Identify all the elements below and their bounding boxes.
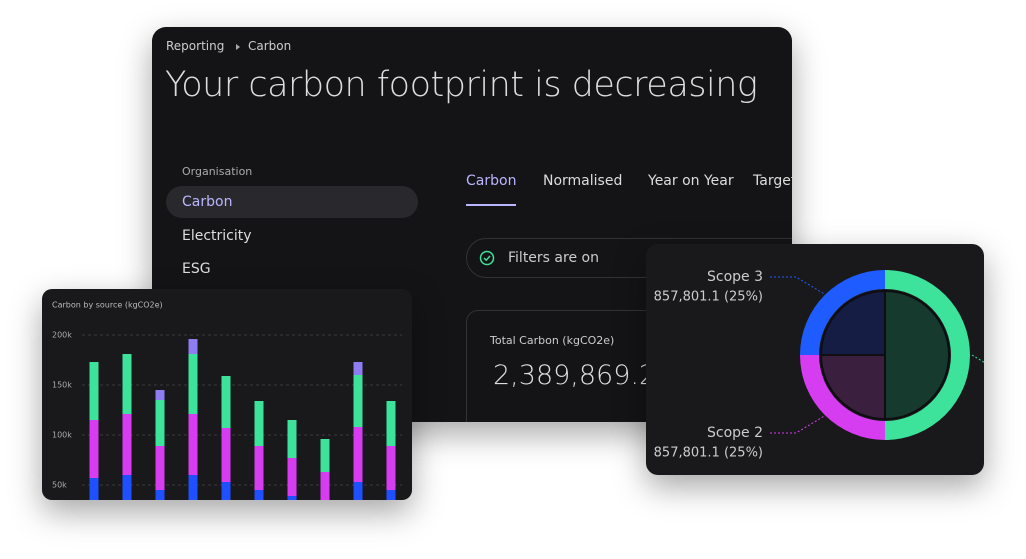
tab[interactable]: Carbon [466, 173, 517, 189]
bar-segment [89, 362, 99, 420]
bar-segment [89, 420, 99, 478]
check-icon [479, 250, 495, 266]
bar-segment [188, 475, 198, 500]
card-value: 2,389,869.2 [493, 360, 657, 391]
chart-title: Carbon by source (kgCO2e) [52, 301, 163, 310]
page-title: Your carbon footprint is decreasing [165, 65, 758, 105]
donut-slice [800, 355, 885, 440]
sidebar-item[interactable]: ESG [182, 261, 211, 277]
bar-segment [155, 400, 165, 446]
bar-segment [122, 475, 132, 500]
card-label: Total Carbon (kgCO2e) [490, 334, 615, 347]
tab[interactable]: Normalised [543, 173, 623, 189]
bar-segment [221, 376, 231, 428]
bar-segment [353, 427, 363, 482]
bar-segment [320, 439, 330, 472]
donut-slice [800, 270, 885, 355]
bar-segment [89, 478, 99, 500]
bar-segment [386, 401, 396, 446]
bar-segment [287, 458, 297, 496]
bar-segment [155, 446, 165, 490]
bar-segment [188, 339, 198, 354]
bar-chart: Carbon by source (kgCO2e) 50k 100k 150k 200… [52, 301, 402, 500]
bar-segment [155, 390, 165, 400]
tab[interactable]: Targets [753, 173, 792, 189]
breadcrumb[interactable]: Reporting [166, 39, 225, 53]
y-tick-label: 50k [52, 481, 67, 490]
donut-slice [885, 270, 970, 440]
slice-value: 857,801.1 (25%) [654, 290, 763, 305]
y-tick-label: 100k [52, 431, 72, 440]
bar-segment [386, 446, 396, 490]
pie-slice [884, 289, 950, 421]
donut-chart: Scope 2 857,801.1 (25%) Scope 3 857,801.1 (… [654, 269, 984, 461]
leader-line [770, 276, 824, 294]
sidebar-item[interactable]: Electricity [182, 228, 252, 244]
bar-segment [287, 420, 297, 458]
pie-slice [819, 289, 886, 356]
leader-line [971, 354, 984, 371]
bar-segment [386, 490, 396, 500]
total-card [466, 310, 792, 422]
sidebar-selected [166, 186, 418, 218]
bar-segment [320, 472, 330, 500]
bar-panel: Carbon by source (kgCO2e) 50k 100k 150k 200… [42, 289, 412, 500]
sidebar-heading: Organisation [182, 165, 253, 178]
bar-segment [188, 354, 198, 414]
slice-value: 857,801.1 (25%) [654, 446, 763, 461]
bar-segment [188, 414, 198, 475]
bar-segment [122, 354, 132, 414]
slice-label: Scope 2 [707, 425, 763, 441]
bar-segment [254, 446, 264, 490]
tab-underline [466, 204, 516, 206]
slice-label: Scope 3 [707, 269, 763, 285]
bar-segment [353, 375, 363, 427]
breadcrumb-chevron [236, 44, 240, 50]
y-tick-label: 200k [52, 331, 72, 340]
leader-line [770, 416, 824, 434]
filter-label: Filters are on [508, 250, 599, 266]
bar-segment [155, 490, 165, 500]
bar-segment [221, 482, 231, 500]
bar-segment [353, 362, 363, 375]
bar-segment [353, 482, 363, 500]
bar-segment [254, 490, 264, 500]
filter-box[interactable] [466, 238, 792, 278]
tab[interactable]: Year on Year [648, 173, 734, 189]
bar-segment [221, 428, 231, 482]
bar-segment [287, 496, 297, 500]
pie-slice [819, 354, 886, 421]
bar-segment [254, 401, 264, 446]
bar-segment [122, 414, 132, 475]
breadcrumb[interactable]: Carbon [248, 39, 292, 53]
sidebar-item[interactable]: Carbon [182, 194, 233, 210]
y-tick-label: 150k [52, 381, 72, 390]
donut-panel: Scope 2 857,801.1 (25%) Scope 3 857,801.1 (… [646, 244, 984, 475]
